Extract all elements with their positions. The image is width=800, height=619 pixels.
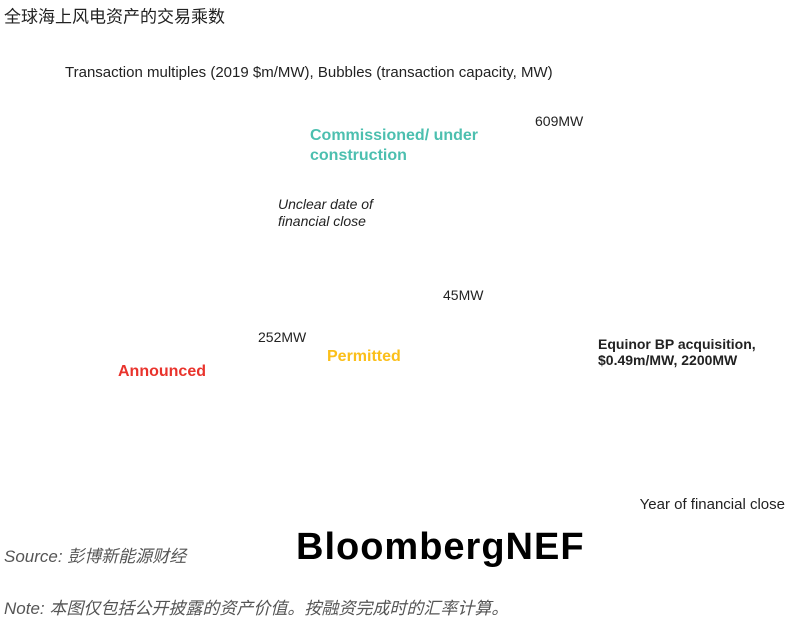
series-label: Unclear date of financial close (278, 196, 373, 229)
size-label: 609MW (535, 113, 584, 129)
series-label: Announced (118, 363, 206, 380)
size-label: Equinor BP acquisition, $0.49m/MW, 2200M… (598, 336, 756, 368)
size-label: 45MW (443, 287, 484, 303)
brand: BloombergNEF (296, 526, 585, 568)
chart-title: 全球海上风电资产的交易乘数 (4, 7, 225, 26)
x-axis-title: Year of financial close (640, 496, 785, 513)
size-label: 252MW (258, 329, 307, 345)
subtitle: Transaction multiples (2019 $m/MW), Bubb… (65, 64, 553, 81)
series-label: Permitted (327, 348, 401, 365)
note: Note: 本图仅包括公开披露的资产价值。按融资完成时的汇率计算。 (4, 599, 509, 618)
source: Source: 彭博新能源财经 (4, 547, 187, 566)
series-label: Commissioned/ under construction (310, 127, 479, 164)
